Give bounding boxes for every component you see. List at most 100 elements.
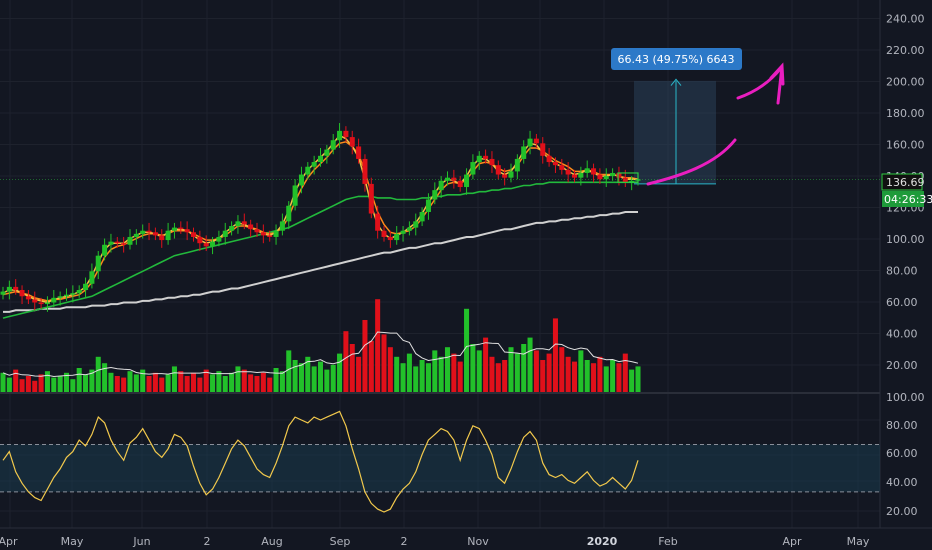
measure-label: 66.43 (49.75%) 6643	[617, 53, 734, 66]
forecast-arrowhead	[769, 62, 785, 105]
current-price-label: 136.69	[886, 176, 925, 189]
candle-body	[432, 190, 438, 200]
candle-body	[6, 286, 12, 292]
candle-body	[381, 230, 387, 237]
current-price-box	[617, 172, 639, 183]
volume-bar	[381, 334, 387, 392]
time-tick-label: Sep	[330, 535, 351, 548]
candle-body	[279, 221, 285, 231]
volume-bar	[565, 356, 571, 392]
candle-body	[413, 221, 419, 228]
volume-bar	[356, 356, 362, 392]
candle-body	[400, 230, 406, 234]
volume-bar	[38, 374, 44, 392]
volume-bar	[210, 374, 216, 392]
candle-body	[622, 177, 628, 183]
candle-body	[32, 299, 38, 303]
volume-bar	[559, 347, 565, 392]
candle-body	[464, 174, 470, 188]
candle-body	[514, 158, 520, 172]
candle-body	[298, 174, 304, 186]
price-tick-label: 60.00	[886, 296, 918, 309]
volume-bar	[394, 356, 400, 392]
volume-bar	[610, 360, 616, 392]
price-tick-label: 20.00	[886, 359, 918, 372]
volume-bar	[178, 371, 184, 392]
time-tick-label: 2020	[587, 535, 618, 548]
volume-bar	[197, 377, 203, 392]
volume-bar	[19, 379, 25, 392]
rsi-tick-label: 80.00	[886, 419, 918, 432]
candle-body	[241, 221, 247, 225]
volume-bar	[114, 376, 120, 392]
price-tags: 136.69 04:26:33	[881, 173, 932, 207]
candle-body	[457, 180, 463, 188]
volume-bar	[578, 350, 584, 392]
candle-body	[559, 165, 565, 170]
candle-body	[165, 230, 171, 241]
volume-bar	[165, 374, 171, 392]
volume-bar	[44, 371, 50, 392]
candle-body	[629, 180, 635, 183]
candle-body	[152, 232, 158, 236]
volume-bar	[584, 360, 590, 392]
time-tick-label: 2	[204, 535, 211, 548]
candle-body	[76, 290, 82, 294]
volume-bar	[13, 369, 19, 392]
volume-bar	[629, 369, 635, 392]
volume-bar	[70, 379, 76, 392]
rsi-band-fill	[0, 444, 880, 492]
sma-long-line	[3, 211, 638, 313]
volume-bar	[0, 372, 6, 392]
volume-bar	[102, 363, 108, 392]
volume-bar	[533, 350, 539, 392]
candle-body	[610, 172, 616, 177]
candle-body	[552, 162, 558, 166]
candle-body	[267, 235, 273, 237]
candle-body	[584, 168, 590, 173]
candle-body	[222, 230, 228, 237]
volume-bar	[324, 369, 330, 392]
volume-bar	[25, 376, 31, 392]
measure-label-box	[611, 48, 742, 70]
candle-body	[159, 235, 165, 241]
time-tick-label: Apr	[782, 535, 802, 548]
candle-body	[317, 155, 324, 163]
candle-body	[419, 211, 425, 222]
price-tick-label: 80.00	[886, 265, 918, 278]
candle-body	[476, 155, 482, 163]
candle-body	[229, 226, 235, 231]
volume-bar	[527, 337, 533, 392]
time-tick-label: Feb	[658, 535, 677, 548]
price-tick-label: 200.00	[886, 76, 925, 89]
candle-body	[121, 243, 127, 245]
candle-body	[114, 241, 120, 244]
candle-body	[70, 293, 76, 295]
candle-body	[508, 171, 514, 178]
volume-bar	[451, 353, 457, 392]
volume-bar	[298, 363, 304, 392]
rsi-polyline	[2, 410, 639, 513]
candle-body	[521, 146, 527, 159]
volume-bar	[241, 369, 247, 392]
volume-bar	[438, 356, 444, 392]
time-tick-label: 2	[401, 535, 408, 548]
volume-bar	[635, 366, 641, 392]
candle-body	[578, 172, 584, 178]
volume-bar	[140, 369, 146, 392]
price-tick-label: 180.00	[886, 107, 925, 120]
volume-bar	[444, 347, 451, 392]
rsi-tick-label: 40.00	[886, 476, 918, 489]
candle-body	[387, 236, 393, 241]
price-tick-label: 220.00	[886, 44, 925, 57]
candle-body	[57, 296, 63, 298]
candle-body	[95, 255, 101, 272]
candle-body	[565, 169, 571, 175]
sma-mid-line	[2, 181, 638, 319]
forecast-arrow[interactable]	[0, 62, 880, 186]
candle-body	[362, 158, 368, 184]
volume-bar	[330, 364, 336, 392]
countdown-tag	[882, 191, 924, 207]
candle-body	[349, 137, 355, 147]
